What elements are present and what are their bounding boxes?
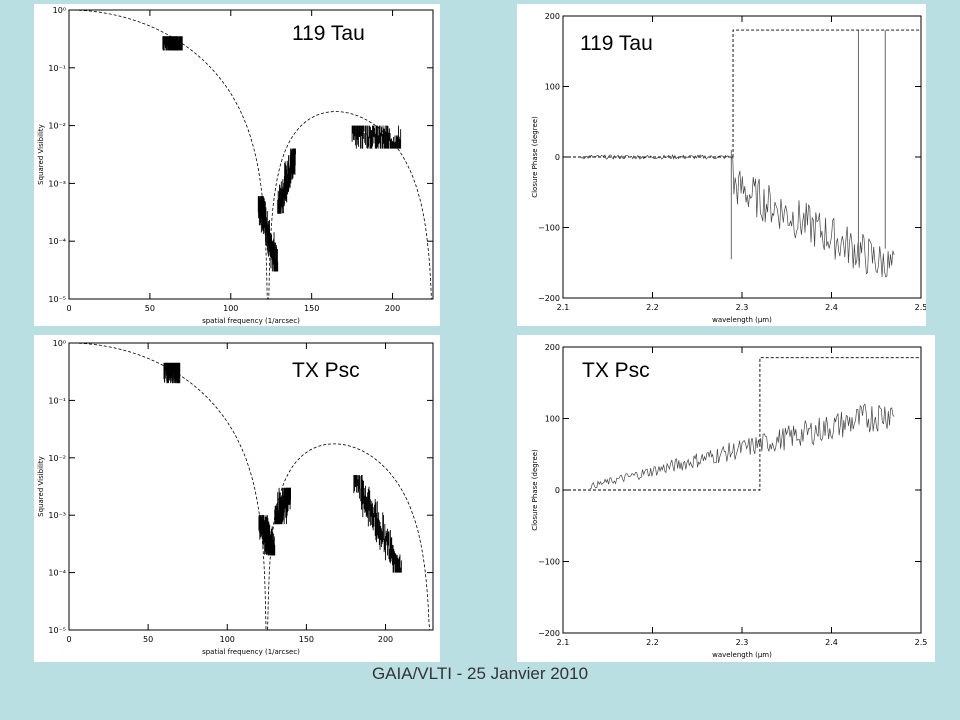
y-tick-label: 10⁻⁴ (48, 569, 66, 578)
x-axis-label: wavelength (μm) (712, 316, 772, 324)
y-tick-label: 200 (545, 343, 560, 352)
data-cluster-3 (277, 148, 296, 214)
x-tick-label: 2.1 (557, 303, 570, 312)
chart-title: 119 Tau (292, 22, 365, 45)
y-axis-label: Squared Visibility (37, 124, 45, 185)
plot-frame (562, 346, 922, 634)
y-tick-label: −200 (538, 294, 560, 303)
model-step (563, 29, 921, 158)
y-tick-label: 10⁰ (53, 339, 66, 348)
y-tick-label: −200 (538, 629, 560, 638)
model-curve (69, 9, 433, 300)
x-tick-label: 150 (304, 304, 319, 313)
chart-panel-2: 2.1 2.2 2.3 2.4 2.5 −200 −100 0 100 200 wavelength… (517, 4, 926, 326)
x-axis-label: spatial frequency (1/arcsec) (202, 317, 300, 325)
y-axis-label: Closure Phase (degree) (531, 116, 539, 198)
y-tick-label: 10⁻⁴ (48, 237, 66, 246)
data-cluster-2 (258, 515, 276, 556)
data-cluster-1 (163, 362, 181, 384)
y-tick-label: 10⁻² (48, 122, 66, 131)
y-tick-label: 0 (555, 486, 560, 495)
visibility-chart-119-tau: 0 50 100 150 200 10⁻⁵ 10⁻⁴ 10⁻³ 10⁻² 10⁻¹ 10⁰ spati… (37, 6, 434, 325)
y-tick-label: 100 (545, 415, 560, 424)
data-cluster-2 (257, 196, 279, 272)
x-axis-label: spatial frequency (1/arcsec) (202, 648, 300, 656)
data-cluster-3 (274, 487, 292, 525)
y-tick-label: 10⁻² (48, 454, 66, 463)
chart-panel-1: 0 50 100 150 200 10⁻⁵ 10⁻⁴ 10⁻³ 10⁻² 10⁻¹ 10⁰ spati… (34, 4, 440, 326)
plot-frame (68, 9, 434, 300)
closure-phase-series (580, 153, 895, 278)
chart-title: TX Psc (582, 359, 650, 382)
x-axis-label: wavelength (μm) (712, 651, 772, 659)
y-tick-label: 200 (545, 12, 560, 21)
y-tick-label: 10⁻³ (48, 179, 66, 188)
chart-title: 119 Tau (580, 32, 653, 55)
chart-title: TX Psc (292, 359, 360, 382)
y-tick-label: 10⁻¹ (48, 396, 66, 405)
chart-panel-3: 0 50 100 150 200 10⁻⁵ 10⁻⁴ 10⁻³ 10⁻² 10⁻¹ 10⁰ spati… (34, 335, 440, 662)
x-tick-label: 2.4 (825, 638, 838, 647)
model-curve (69, 342, 433, 631)
x-tick-label: 50 (145, 304, 155, 313)
y-tick-label: 10⁻¹ (48, 64, 66, 73)
x-tick-label: 2.4 (825, 303, 838, 312)
closure-phase-series (589, 403, 895, 490)
x-tick-label: 2.5 (915, 303, 926, 312)
x-tick-label: 200 (385, 304, 400, 313)
footer-text: GAIA/VLTI - 25 Janvier 2010 (371, 664, 589, 683)
x-tick-label: 2.3 (736, 303, 749, 312)
y-axis-label: Closure Phase (degree) (531, 449, 539, 531)
y-tick-label: 0 (555, 153, 560, 162)
x-tick-label: 50 (143, 635, 153, 644)
y-tick-label: 10⁻⁵ (48, 295, 66, 304)
x-tick-label: 2.1 (557, 638, 570, 647)
x-tick-label: 200 (378, 635, 393, 644)
x-tick-label: 100 (220, 635, 235, 644)
y-tick-label: 10⁻⁵ (48, 626, 66, 635)
y-tick-label: −100 (538, 558, 560, 567)
chart-panel-4: 2.1 2.2 2.3 2.4 2.5 −200 −100 0 100 200 wavelength… (517, 335, 935, 662)
visibility-chart-tx-psc: 0 50 100 150 200 10⁻⁵ 10⁻⁴ 10⁻³ 10⁻² 10⁻¹ 10⁰ spati… (37, 339, 434, 656)
x-tick-label: 150 (299, 635, 314, 644)
x-tick-label: 2.3 (736, 638, 749, 647)
y-tick-label: 10⁰ (53, 6, 66, 15)
x-tick-label: 0 (66, 304, 71, 313)
closure-phase-chart-119-tau: 2.1 2.2 2.3 2.4 2.5 −200 −100 0 100 200 wavelength… (531, 12, 926, 324)
y-axis-label: Squared Visibility (37, 456, 45, 517)
y-tick-label: 100 (545, 83, 560, 92)
data-cluster-1 (162, 36, 183, 51)
data-cluster-4 (351, 125, 402, 149)
x-tick-label: 2.2 (646, 303, 659, 312)
data-cluster-4 (353, 475, 402, 573)
x-tick-label: 100 (223, 304, 238, 313)
y-tick-label: −100 (538, 224, 560, 233)
x-tick-label: 2.2 (646, 638, 659, 647)
x-tick-label: 0 (66, 635, 71, 644)
x-tick-label: 2.5 (915, 638, 928, 647)
plot-frame (68, 342, 434, 631)
closure-phase-chart-tx-psc: 2.1 2.2 2.3 2.4 2.5 −200 −100 0 100 200 wavelength… (531, 343, 928, 659)
y-tick-label: 10⁻³ (48, 511, 66, 520)
